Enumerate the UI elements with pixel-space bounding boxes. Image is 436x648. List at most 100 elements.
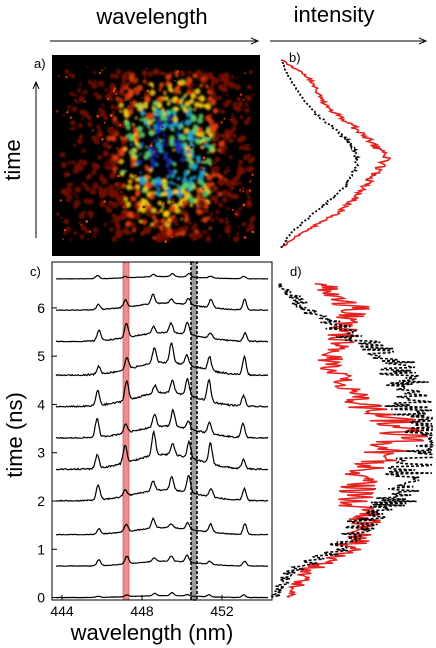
heatmap-cell [188,197,196,204]
heatmap-speckle [74,99,76,101]
heatmap-cell [139,118,143,122]
y-tick-label: 4 [37,396,45,412]
heatmap-cell [214,200,219,205]
heatmap-cell [168,99,172,103]
heatmap-speckle [57,75,61,78]
heatmap-cell [151,215,157,220]
heatmap-cell [195,69,202,76]
heatmap-cell [189,203,193,208]
heatmap-cell [128,109,134,115]
heatmap-cell [92,182,99,190]
spectrum-trace [55,272,269,280]
heatmap-speckle [135,182,138,185]
heatmap-cell [63,230,68,235]
heatmap-cell [179,124,185,129]
heatmap-cell [244,102,249,107]
y-tick-label: 3 [37,445,45,461]
heatmap-cell [151,107,156,111]
heatmap-cell [214,96,219,101]
heatmap-cell [167,88,171,92]
heatmap-speckle [162,202,165,205]
heatmap-speckle [119,123,122,127]
heatmap-cell [152,68,160,76]
heatmap-cell [60,161,68,169]
heatmap-cell [223,80,229,87]
heatmap-cell [97,132,101,135]
x-tick-label: 448 [130,603,154,619]
heatmap-cell [123,228,130,235]
heatmap-speckle [68,173,70,176]
heatmap-cell [161,206,165,209]
heatmap-cell [145,145,148,149]
heatmap-cell [205,210,209,213]
heatmap-speckle [249,180,251,183]
heatmap-cell [149,194,155,200]
heatmap-cell [124,169,127,173]
heatmap-cell [98,175,105,181]
heatmap-cell [232,119,238,125]
heatmap-cell [156,96,164,103]
heatmap-cell [71,160,76,164]
heatmap-cell [181,182,189,190]
heatmap-cell [244,107,250,114]
heatmap-speckle [216,194,220,197]
heatmap-cell [199,169,205,175]
heatmap-cell [134,135,140,141]
heatmap-cell [198,102,204,109]
heatmap-cell [188,106,193,112]
heatmap-cell [135,90,140,96]
heatmap-cell [150,82,154,86]
heatmap-cell [198,200,205,207]
heatmap-cell [103,222,108,227]
heatmap-cell [104,88,109,92]
heatmap-speckle [164,240,167,243]
heatmap-cell [236,96,242,102]
heatmap-cell [130,237,135,242]
heatmap-cell [123,112,130,119]
heatmap-cell [94,191,97,195]
heatmap-speckle [176,70,180,73]
heatmap-speckle [147,167,150,169]
heatmap-speckle [151,94,154,97]
heatmap-cell [218,218,225,224]
heatmap-cell [63,171,70,178]
heatmap-cell [167,116,172,121]
heatmap-cell [72,167,80,174]
heatmap-speckle [230,119,234,122]
heatmap-cell [245,199,253,206]
heatmap-cell [225,93,229,97]
heatmap-cell [232,101,238,107]
heatmap-cell [188,120,191,124]
heatmap-speckle [251,173,254,176]
heatmap-cell [130,196,136,202]
heatmap-cell [91,162,96,166]
heatmap-speckle [84,100,86,103]
heatmap-cell [189,141,193,144]
heatmap-cell [70,120,76,126]
heatmap-cell [79,234,85,240]
heatmap-cell [83,89,88,95]
heatmap-cell [166,174,170,179]
heatmap-cell [141,219,148,225]
heatmap-cell [219,235,222,238]
heatmap-speckle [115,147,119,150]
heatmap-cell [161,192,166,197]
heatmap-cell [172,111,178,117]
heatmap-cell [163,210,171,217]
heatmap-cell [128,136,134,142]
spectrum-trace [55,342,269,377]
heatmap-cell [111,213,117,219]
heatmap-cell [79,109,85,116]
heatmap-speckle [246,144,249,147]
heatmap-cell [196,96,200,100]
heatmap-cell [126,184,133,191]
heatmap-cell [87,121,92,126]
heatmap-cell [82,160,88,166]
heatmap-cell [72,192,76,196]
heatmap-cell [159,83,164,88]
heatmap-cell [236,76,239,79]
heatmap-cell [218,140,225,148]
heatmap-cell [192,175,197,180]
heatmap-cell [112,116,118,121]
heatmap-cell [228,155,233,160]
